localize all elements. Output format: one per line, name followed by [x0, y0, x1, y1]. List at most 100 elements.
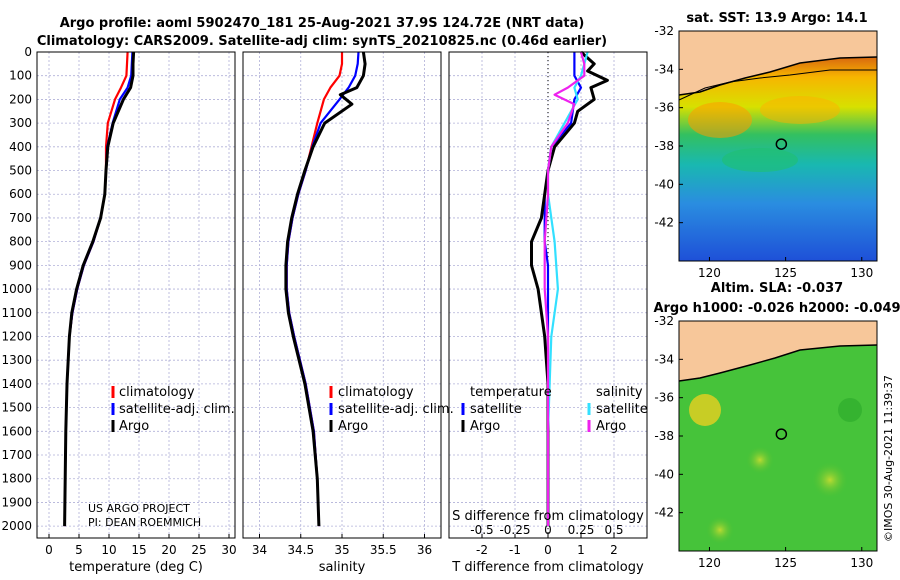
map-y-tick-label: -34 [654, 352, 674, 366]
y-tick-label: 1100 [1, 306, 32, 320]
plot-frame [448, 51, 648, 539]
warm-patch [760, 96, 840, 124]
y-tick-label: 500 [9, 164, 32, 178]
x-tick-label: 15 [131, 543, 146, 557]
map-y-tick-label: -32 [654, 314, 674, 328]
x-tick-label: 30 [221, 543, 236, 557]
x-tick-label: 34 [252, 543, 267, 557]
map-y-tick-label: -32 [654, 24, 674, 38]
legend-label-t-satellite: satellite [470, 402, 522, 417]
y-tick-label: 1700 [1, 448, 32, 462]
sla-anomaly [812, 462, 848, 498]
x-tick-label: 1 [577, 543, 585, 557]
figure-title-line1: Argo profile: aoml 5902470_181 25-Aug-20… [60, 16, 585, 31]
map-x-tick-label: 120 [698, 556, 721, 570]
plot-frame [242, 51, 442, 539]
y-tick-label: 1400 [1, 377, 32, 391]
map-y-tick-label: -36 [654, 101, 674, 115]
legend-label-climatology: climatology [119, 385, 195, 400]
difference-xlabel-top: S difference from climatology [452, 509, 644, 524]
salinity-xlabel: salinity [319, 560, 366, 575]
map-y-tick-label: -42 [654, 216, 674, 230]
project-label: US ARGO PROJECT [88, 502, 190, 515]
plot-area [37, 52, 235, 538]
difference-panel: -2 -1 0 1 2 -0.5 -0.25 0 0.25 0.5 [448, 50, 648, 557]
legend-label-satellite: satellite-adj. clim. [119, 402, 235, 417]
x-tick-label: 34.5 [287, 543, 314, 557]
y-tick-label: 400 [9, 140, 32, 154]
figure-title-line2: Climatology: CARS2009. Satellite-adj cli… [37, 34, 607, 49]
y-tick-label: 2000 [1, 519, 32, 533]
sla-anomaly [838, 398, 862, 422]
coastline [678, 344, 878, 382]
legend-title-salinity: salinity [596, 385, 643, 400]
legend-label-satellite: satellite-adj. clim. [338, 402, 454, 417]
y-tick-label: 800 [9, 235, 32, 249]
x-tick-label: 10 [101, 543, 116, 557]
map-y-tick-label: -38 [654, 139, 674, 153]
map-x-tick-label: 125 [774, 266, 797, 280]
map-y-tick-label: -38 [654, 429, 674, 443]
legend-label-climatology: climatology [338, 385, 414, 400]
plot-frame [36, 51, 236, 539]
s-tick-label: 0.25 [568, 523, 595, 537]
x-tick-label: 2 [610, 543, 618, 557]
map-y-tick-label: -36 [654, 391, 674, 405]
map-y-tick-label: -40 [654, 177, 674, 191]
map-x-tick-label: 120 [698, 266, 721, 280]
land-mask [679, 31, 877, 95]
y-tick-label: 0 [24, 45, 32, 59]
warm-patch [688, 102, 752, 138]
salinity-legend: climatology satellite-adj. clim. Argo [329, 385, 454, 434]
x-tick-label: 25 [191, 543, 206, 557]
temperature-xlabel: temperature (deg C) [69, 560, 203, 575]
s-tick-label: -0.25 [499, 523, 530, 537]
y-tick-label: 1900 [1, 495, 32, 509]
x-tick-label: 0 [544, 543, 552, 557]
sla-anomaly [706, 516, 734, 544]
x-tick-label: 20 [161, 543, 176, 557]
sla-map-title-line2: Argo h1000: -0.026 h2000: -0.049 [653, 301, 900, 316]
legend-label-s-satellite: satellite [596, 402, 648, 417]
y-tick-label: 1500 [1, 401, 32, 415]
x-tick-label: -1 [509, 543, 521, 557]
sla-anomaly [689, 394, 721, 426]
x-tick-label: 35.5 [370, 543, 397, 557]
sst-map-title: sat. SST: 13.9 Argo: 14.1 [686, 11, 867, 26]
y-tick-label: 200 [9, 92, 32, 106]
y-tick-label: 300 [9, 116, 32, 130]
legend-label-s-argo: Argo [596, 419, 626, 434]
sla-map-title-line1: Altim. SLA: -0.037 [711, 281, 843, 296]
map-y-tick-label: -42 [654, 506, 674, 520]
difference-legend: temperature satellite Argo salinity sate… [461, 385, 648, 434]
y-tick-label: 700 [9, 211, 32, 225]
y-tick-label: 1800 [1, 472, 32, 486]
s-tick-label: 0 [544, 523, 552, 537]
legend-label-argo: Argo [338, 419, 368, 434]
map-y-tick-label: -40 [654, 467, 674, 481]
depth-contour [678, 69, 877, 101]
cool-patch [722, 148, 798, 172]
land-mask [679, 321, 877, 381]
y-tick-label: 1000 [1, 282, 32, 296]
series-line [530, 50, 609, 527]
y-tick-label: 1600 [1, 424, 32, 438]
pi-label: PI: DEAN ROEMMICH [88, 516, 201, 529]
map-axes: 120 125 130 -32 -34 -36 -38 -40 -42 120 125 130 -32 -… [654, 24, 878, 570]
map-x-tick-label: 125 [774, 556, 797, 570]
profile-location-marker [775, 428, 788, 440]
series-line [284, 51, 367, 527]
legend-label-argo: Argo [119, 419, 149, 434]
legend-label-t-argo: Argo [470, 419, 500, 434]
sst-map [678, 31, 878, 261]
series-line [63, 51, 136, 527]
map-x-tick-label: 130 [850, 556, 873, 570]
y-tick-label: 1300 [1, 353, 32, 367]
series-line [543, 51, 586, 527]
x-tick-label: 36 [417, 543, 432, 557]
sla-anomaly [746, 446, 774, 474]
map-x-tick-label: 130 [850, 266, 873, 280]
legend-title-temperature: temperature [470, 385, 552, 400]
x-tick-label: 0 [45, 543, 53, 557]
